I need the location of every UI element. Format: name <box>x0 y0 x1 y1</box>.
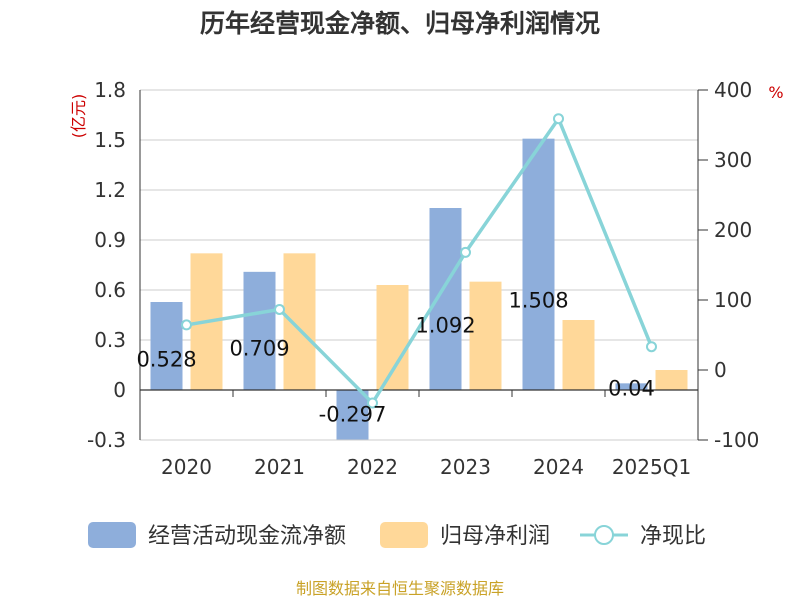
bar-net-profit <box>655 370 688 390</box>
ratio-point <box>367 397 378 409</box>
ratio-point <box>181 319 192 331</box>
ratio-line-path <box>186 116 654 405</box>
y-left-tick-label: -0.3 <box>87 428 126 452</box>
y-left-tick-label: 1.5 <box>94 128 126 152</box>
bar-cashflow <box>150 302 183 390</box>
data-labels: 0.528 0.709 -0.297 1.092 1.508 0.04 <box>136 289 654 427</box>
bar-cashflow <box>336 390 369 440</box>
bar-cashflow <box>615 383 648 390</box>
ratio-point <box>646 341 657 353</box>
y-left-tick-label: 1.8 <box>94 78 126 102</box>
ratio-point <box>274 303 285 315</box>
bar-cashflow <box>429 208 462 390</box>
data-label: 0.04 <box>608 377 655 401</box>
x-tick-label: 2025Q1 <box>612 455 691 479</box>
bar-net-profit <box>376 285 409 390</box>
y-left-tick-label: 0.3 <box>94 328 126 352</box>
legend-label-ratio: 净现比 <box>640 524 706 549</box>
data-label: 1.092 <box>415 313 475 337</box>
bar-cashflow <box>522 138 555 390</box>
x-tick-label: 2022 <box>347 455 398 479</box>
x-tick-label: 2020 <box>161 455 212 479</box>
y-left-tick-label: 0 <box>113 378 126 402</box>
x-tick-label: 2021 <box>254 455 305 479</box>
y-left-tick-label: 0.6 <box>94 278 126 302</box>
axes: -0.3 0 0.3 0.6 0.9 1.2 1.5 1.8 -100 0 100 200 300 400… <box>87 78 759 479</box>
y-right-unit: % <box>768 83 783 102</box>
legend: 经营活动现金流净额 归母净利润 净现比 <box>88 522 706 549</box>
ratio-line <box>181 113 657 409</box>
data-label: -0.297 <box>319 403 387 427</box>
x-tick-label: 2024 <box>533 455 584 479</box>
legend-swatch-cashflow <box>88 522 136 548</box>
y-left-tick-label: 0.9 <box>94 228 126 252</box>
x-tick-label: 2023 <box>440 455 491 479</box>
legend-label-net-profit: 归母净利润 <box>440 524 550 549</box>
legend-swatch-net-profit <box>380 522 428 548</box>
ratio-point <box>553 113 564 125</box>
data-label: 0.528 <box>136 347 196 371</box>
y-right-tick-label: 0 <box>714 358 727 382</box>
bar-cashflow <box>243 271 276 390</box>
chart-title: 历年经营现金净额、归母净利润情况 <box>200 9 600 38</box>
y-right-tick-label: 100 <box>714 288 752 312</box>
bar-net-profit <box>469 281 502 390</box>
data-label: 1.508 <box>508 289 568 313</box>
y-right-tick-label: 300 <box>714 148 752 172</box>
bar-net-profit <box>562 320 595 390</box>
source-note: 制图数据来自恒生聚源数据库 <box>296 579 504 598</box>
y-left-unit: (亿元) <box>69 94 88 139</box>
y-right-tick-label: 200 <box>714 218 752 242</box>
y-right-tick-label: -100 <box>714 428 759 452</box>
bar-net-profit <box>283 253 316 390</box>
y-left-tick-label: 1.2 <box>94 178 126 202</box>
legend-swatch-ratio-marker <box>594 525 614 545</box>
y-right-tick-label: 400 <box>714 78 752 102</box>
data-label: 0.709 <box>229 336 289 360</box>
ratio-point <box>460 246 471 258</box>
legend-label-cashflow: 经营活动现金流净额 <box>148 524 346 549</box>
